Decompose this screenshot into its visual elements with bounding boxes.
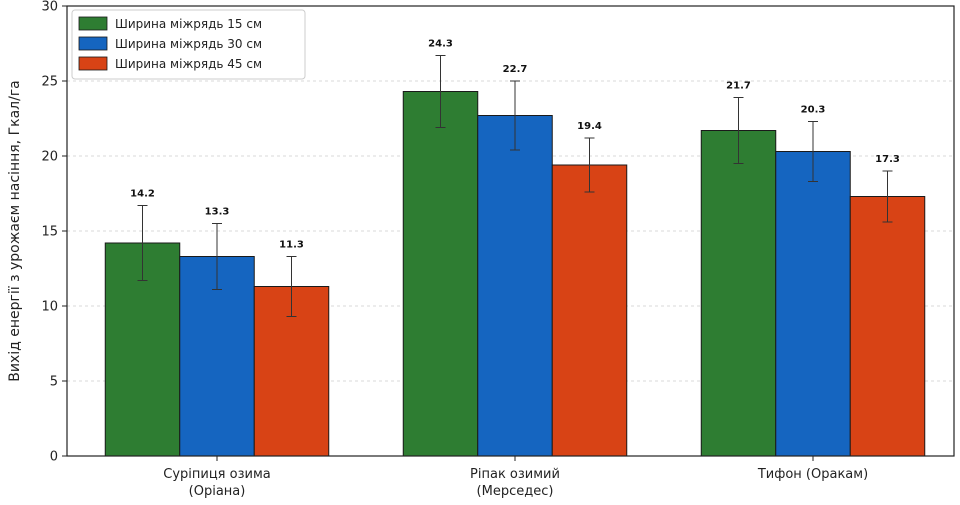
y-tick-label: 25 — [41, 75, 58, 90]
x-axis: Суріпиця озима (Оріана) Ріпак озимий (Мерсе… — [163, 456, 868, 499]
bar — [477, 115, 553, 457]
y-axis-label: Вихід енергії з урожаєм насіння, Гкал/га — [7, 80, 23, 382]
legend-swatch — [78, 16, 108, 31]
x-tick-label: Суріпиця озима (Оріана) — [163, 467, 270, 499]
x-tick-label: Тифон (Оракам) — [757, 467, 868, 482]
legend-swatch — [78, 36, 108, 51]
bar — [849, 196, 926, 457]
legend-entry: Ширина міжрядь 15 см — [115, 17, 262, 31]
bar — [700, 130, 777, 457]
y-tick-label: 5 — [50, 375, 58, 390]
x-tick-label: Ріпак озимий (Мерседес) — [470, 467, 560, 499]
legend-swatch — [78, 56, 108, 71]
y-tick-label: 15 — [41, 225, 58, 240]
y-axis: 0 5 10 15 20 25 30 — [41, 0, 67, 465]
bar — [402, 91, 479, 457]
error-bars-layer — [137, 55, 893, 317]
y-tick-label: 20 — [41, 150, 58, 165]
value-labels-layer: 14.2 24.3 21.7 13.3 22.7 20.3 11.3 19.4 17.3 — [130, 39, 900, 251]
bar — [775, 151, 851, 457]
legend-entry: Ширина міжрядь 45 см — [115, 57, 262, 71]
value-label: 17.3 — [875, 154, 900, 165]
y-tick-label: 0 — [50, 450, 58, 465]
value-label: 14.2 — [130, 189, 155, 200]
value-label: 13.3 — [205, 207, 230, 218]
legend: Ширина міжрядь 15 см Ширина міжрядь 30 см… — [71, 9, 306, 80]
legend-entry: Ширина міжрядь 30 см — [115, 37, 262, 51]
value-label: 24.3 — [428, 39, 453, 50]
y-tick-label: 10 — [41, 300, 58, 315]
y-tick-label: 30 — [41, 0, 58, 15]
value-label: 21.7 — [726, 81, 751, 92]
value-label: 22.7 — [503, 64, 528, 75]
bar — [551, 164, 628, 457]
value-label: 20.3 — [801, 105, 826, 116]
value-label: 11.3 — [279, 240, 304, 251]
legend-box — [71, 9, 306, 80]
value-label: 19.4 — [577, 121, 602, 132]
